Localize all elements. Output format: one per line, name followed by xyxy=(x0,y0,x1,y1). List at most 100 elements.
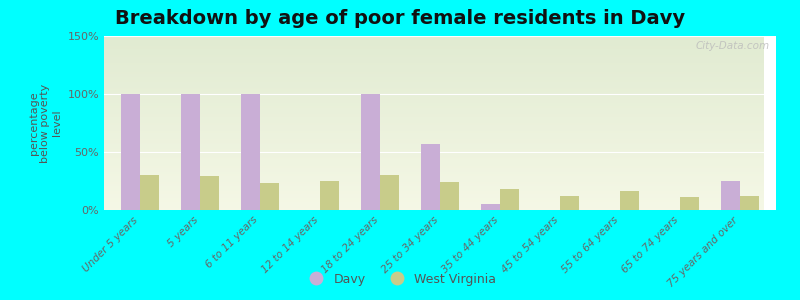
Bar xyxy=(104,138,764,139)
Bar xyxy=(104,145,764,146)
Bar xyxy=(104,191,764,193)
Bar xyxy=(104,116,764,117)
Bar xyxy=(104,198,764,200)
Bar xyxy=(104,183,764,184)
Bar xyxy=(104,203,764,204)
Bar xyxy=(104,66,764,67)
Bar xyxy=(104,182,764,183)
Bar xyxy=(104,96,764,98)
Bar xyxy=(104,110,764,111)
Bar xyxy=(104,140,764,142)
Bar xyxy=(104,67,764,68)
Bar xyxy=(104,148,764,150)
Bar xyxy=(104,40,764,42)
Bar xyxy=(104,81,764,83)
Bar xyxy=(104,125,764,127)
Bar xyxy=(104,164,764,165)
Bar xyxy=(104,56,764,57)
Bar xyxy=(104,190,764,191)
Bar xyxy=(104,129,764,130)
Bar xyxy=(104,53,764,55)
Bar xyxy=(104,128,764,129)
Bar xyxy=(104,122,764,123)
Bar xyxy=(104,117,764,119)
Bar xyxy=(104,49,764,50)
Bar xyxy=(104,165,764,166)
Bar xyxy=(104,88,764,89)
Bar xyxy=(104,114,764,115)
Bar xyxy=(104,166,764,167)
Bar xyxy=(104,59,764,60)
Bar xyxy=(104,99,764,100)
Bar xyxy=(104,65,764,66)
Bar xyxy=(721,181,740,210)
Bar xyxy=(104,37,764,38)
Bar xyxy=(740,196,759,210)
Bar xyxy=(104,50,764,51)
Bar xyxy=(104,139,764,140)
Bar xyxy=(104,154,764,155)
Bar xyxy=(104,46,764,48)
Bar xyxy=(104,137,764,138)
Bar xyxy=(104,151,764,152)
Bar xyxy=(104,48,764,49)
Bar xyxy=(104,98,764,99)
Bar xyxy=(104,171,764,172)
Bar xyxy=(104,204,764,206)
Bar xyxy=(104,144,764,145)
Bar xyxy=(104,187,764,188)
Bar xyxy=(104,162,764,164)
Bar xyxy=(104,196,764,197)
Bar xyxy=(500,189,519,210)
Bar xyxy=(104,109,764,110)
Bar xyxy=(104,118,764,119)
Bar xyxy=(104,153,764,154)
Bar xyxy=(104,188,764,189)
Bar xyxy=(104,36,764,37)
Text: Breakdown by age of poor female residents in Davy: Breakdown by age of poor female resident… xyxy=(115,9,685,28)
Bar xyxy=(104,72,764,73)
Bar xyxy=(104,68,764,70)
Bar xyxy=(104,158,764,159)
Bar xyxy=(104,58,764,59)
Bar xyxy=(260,183,279,210)
Bar xyxy=(104,193,764,194)
Bar xyxy=(104,152,764,153)
Bar xyxy=(104,38,764,40)
Bar xyxy=(104,184,764,186)
Bar xyxy=(481,204,500,210)
Bar xyxy=(104,42,764,43)
Bar xyxy=(104,75,764,76)
Bar xyxy=(104,51,764,52)
Bar xyxy=(104,155,764,157)
Bar xyxy=(104,106,764,107)
Bar xyxy=(104,174,764,175)
Bar xyxy=(104,172,764,173)
Bar xyxy=(104,208,764,209)
Bar xyxy=(320,181,339,210)
Bar xyxy=(104,71,764,72)
Bar xyxy=(104,179,764,180)
Bar xyxy=(104,60,764,62)
Bar xyxy=(104,79,764,80)
Bar xyxy=(104,147,764,148)
Bar xyxy=(104,131,764,132)
Bar xyxy=(104,176,764,178)
Bar xyxy=(104,195,764,196)
Bar xyxy=(104,167,764,168)
Bar xyxy=(104,57,764,58)
Bar xyxy=(104,124,764,125)
Bar xyxy=(104,178,764,179)
Bar xyxy=(104,159,764,160)
Bar xyxy=(104,161,764,162)
Bar xyxy=(104,111,764,112)
Bar xyxy=(104,157,764,158)
Bar xyxy=(104,112,764,114)
Bar xyxy=(104,91,764,92)
Bar xyxy=(104,130,764,131)
Bar xyxy=(104,82,764,84)
Bar xyxy=(104,202,764,203)
Bar xyxy=(104,146,764,147)
Bar xyxy=(104,52,764,53)
Bar xyxy=(104,92,764,93)
